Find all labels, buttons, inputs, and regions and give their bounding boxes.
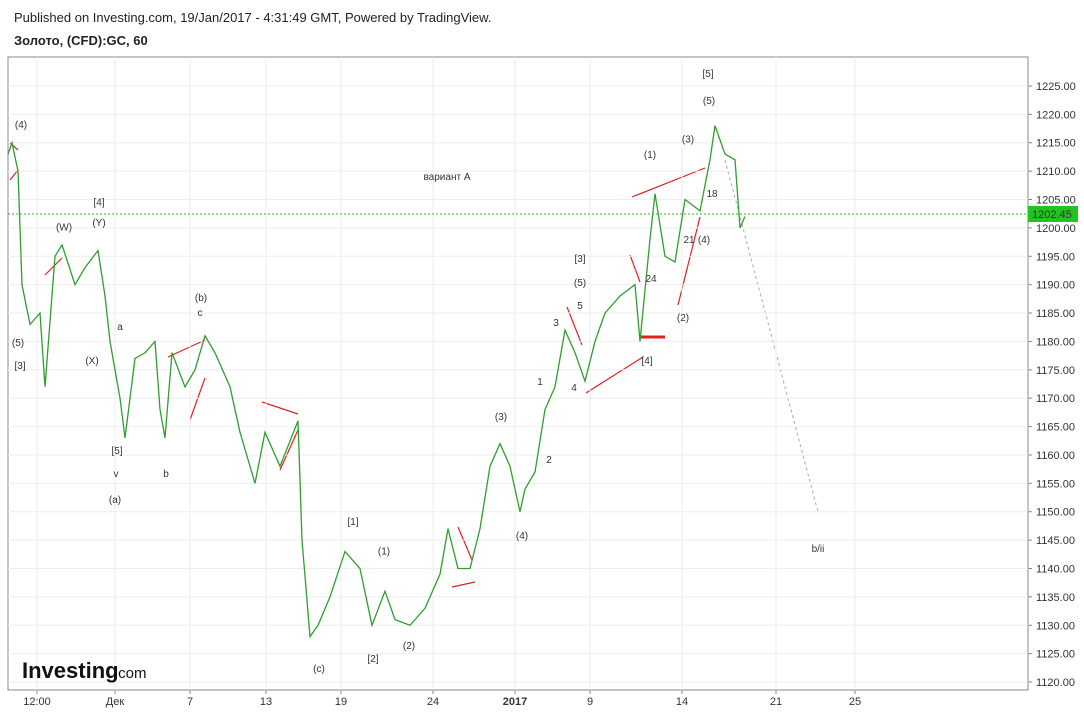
y-tick-label: 1130.00 (1036, 620, 1075, 632)
wave-label: 18 (706, 189, 718, 200)
wave-label: (3) (682, 135, 694, 146)
y-tick-label: 1195.00 (1036, 251, 1075, 263)
wave-label: 24 (645, 274, 657, 285)
y-tick-label: 1150.00 (1036, 507, 1075, 519)
wave-label: v (114, 469, 119, 480)
y-tick-label: 1170.00 (1036, 393, 1075, 405)
wave-label: 2 (546, 455, 552, 466)
x-tick-label: 7 (187, 696, 193, 708)
x-tick-label: 2017 (503, 696, 527, 708)
last-price-label: 1202.45 (1032, 209, 1072, 221)
wave-label: (W) (56, 223, 72, 234)
wave-label: [5] (702, 69, 713, 80)
x-tick-label: 24 (427, 696, 439, 708)
y-tick-label: 1185.00 (1036, 308, 1075, 320)
x-tick-label: 12:00 (23, 696, 51, 708)
wave-label: 5 (577, 301, 583, 312)
y-tick-label: 1155.00 (1036, 478, 1075, 490)
wave-label: b/ii (812, 544, 825, 555)
y-tick-label: 1165.00 (1036, 422, 1075, 434)
wave-label: [3] (574, 254, 585, 265)
y-tick-label: 1180.00 (1036, 336, 1075, 348)
last-price-box (1028, 205, 1078, 222)
y-tick-label: 1200.00 (1036, 223, 1076, 235)
y-tick-label: 1125.00 (1036, 649, 1075, 661)
y-tick-label: 1140.00 (1036, 564, 1075, 576)
wave-label: (5) (12, 338, 24, 349)
x-tick-label: 21 (770, 696, 782, 708)
brand-suffix: .com (114, 665, 147, 682)
wave-label: (1) (378, 546, 390, 557)
published-note: Published on Investing.com, 19/Jan/2017 … (14, 10, 491, 25)
wave-label: [2] (367, 654, 378, 665)
wave-label: c (198, 308, 203, 319)
plot-frame (7, 56, 1029, 691)
y-tick-label: 1190.00 (1036, 280, 1075, 292)
wave-label: b (163, 469, 169, 480)
wave-label: (3) (495, 412, 507, 423)
y-tick-label: 1135.00 (1036, 592, 1075, 604)
wave-label: (4) (516, 531, 528, 542)
wave-label: 1 (537, 377, 543, 388)
wave-label: (a) (109, 495, 121, 506)
wave-label: 3 (553, 318, 559, 329)
plot-area: 1120.001125.001130.001135.001140.001145.… (7, 57, 1078, 708)
y-tick-label: 1120.00 (1036, 677, 1075, 689)
wave-label: [5] (111, 446, 122, 457)
wave-label: 4 (571, 383, 577, 394)
wave-label: (c) (313, 664, 325, 675)
wave-label: a (117, 322, 123, 333)
x-tick-label: 19 (335, 696, 347, 708)
price-line (7, 125, 746, 639)
x-tick-label: 25 (849, 696, 861, 708)
y-tick-label: 1210.00 (1036, 166, 1076, 178)
x-tick-label: 13 (260, 696, 272, 708)
brand-logo: Investing (22, 658, 119, 683)
wave-label: (b) (195, 293, 207, 304)
y-tick-label: 1205.00 (1036, 194, 1076, 206)
x-tick-label: 14 (676, 696, 688, 708)
wave-label: (2) (677, 313, 689, 324)
wave-label: (4) (15, 120, 27, 131)
wave-label: [4] (641, 356, 652, 367)
wave-label: (2) (403, 641, 415, 652)
wave-label: (4) (698, 235, 710, 246)
wave-label: (5) (703, 96, 715, 107)
wave-label: 21 (683, 235, 695, 246)
wave-label: (5) (574, 278, 586, 289)
x-tick-label: 9 (587, 696, 593, 708)
wave-label: [1] (347, 517, 358, 528)
y-tick-label: 1220.00 (1036, 109, 1076, 121)
y-tick-label: 1145.00 (1036, 535, 1075, 547)
y-tick-label: 1160.00 (1036, 450, 1075, 462)
x-tick-label: Дек (106, 696, 125, 708)
wave-label: [3] (14, 361, 25, 372)
chart-title: Золото, (CFD):GC, 60 (14, 33, 148, 48)
y-tick-label: 1215.00 (1036, 138, 1076, 150)
y-tick-label: 1225.00 (1036, 81, 1076, 93)
wave-label: вариант A (423, 172, 470, 183)
wave-label: (1) (644, 150, 656, 161)
wave-label: (X) (85, 356, 98, 367)
y-tick-label: 1175.00 (1036, 365, 1075, 377)
projection-line (724, 159, 819, 513)
wave-label: (Y) (92, 218, 105, 229)
wave-label: [4] (93, 198, 104, 209)
